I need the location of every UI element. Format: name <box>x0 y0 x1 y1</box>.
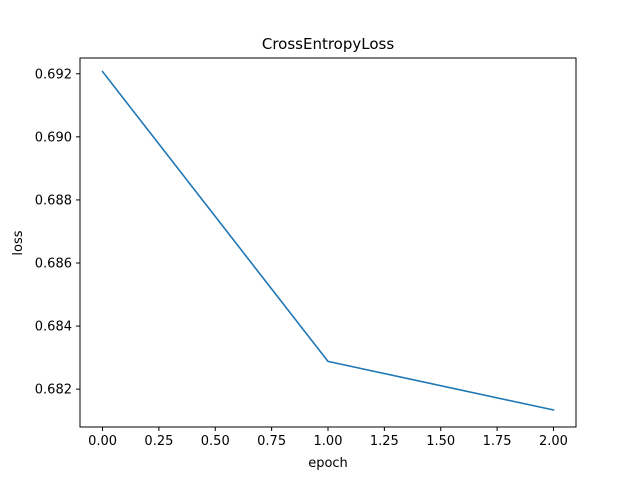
x-tick-label: 0.75 <box>257 434 286 449</box>
x-tick-label: 1.75 <box>483 434 512 449</box>
x-axis-label: epoch <box>308 456 348 471</box>
y-tick-label: 0.686 <box>35 257 72 272</box>
x-tick-label: 0.00 <box>88 434 117 449</box>
y-tick-label: 0.692 <box>35 67 72 82</box>
chart-title: CrossEntropyLoss <box>262 35 394 53</box>
x-tick-label: 2.00 <box>539 434 568 449</box>
x-tick-label: 0.25 <box>144 434 173 449</box>
x-tick-label: 1.25 <box>370 434 399 449</box>
y-tick-label: 0.682 <box>35 383 72 398</box>
y-tick-label: 0.688 <box>35 193 72 208</box>
x-tick-label: 0.50 <box>201 434 230 449</box>
y-tick-label: 0.690 <box>35 130 72 145</box>
y-tick-label: 0.684 <box>35 320 72 335</box>
y-axis-label: loss <box>11 230 26 255</box>
y-axis: 0.682 0.684 0.686 0.688 0.690 0.692 <box>35 67 80 398</box>
plot-frame <box>79 57 577 428</box>
loss-series-line <box>101 70 555 411</box>
x-axis: 0.00 0.25 0.50 0.75 1.00 1.25 1.50 1.75 2.00 <box>88 427 568 449</box>
x-tick-label: 1.00 <box>314 434 343 449</box>
series-layer <box>101 70 555 411</box>
x-tick-label: 1.50 <box>426 434 455 449</box>
plot-area <box>79 57 577 428</box>
